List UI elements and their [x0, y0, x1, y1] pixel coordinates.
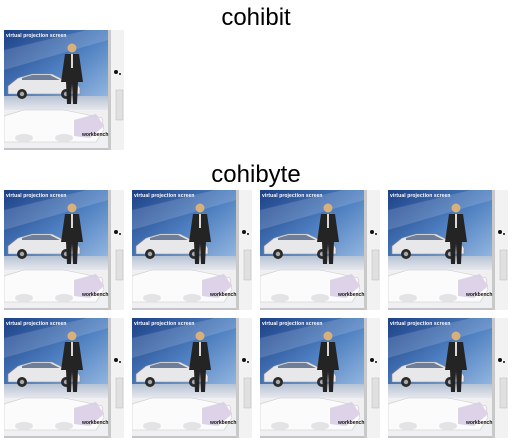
cohibyte-thumbnail: virtual projection screen workbench	[388, 318, 508, 438]
projection-screen-label: virtual projection screen	[6, 193, 67, 199]
cohibyte-thumbnail: virtual projection screen workbench	[132, 190, 252, 310]
workbench-label: workbench	[466, 420, 493, 426]
cohibit-thumbnail: virtual projection screen workbench	[4, 30, 124, 150]
projection-screen-label: virtual projection screen	[262, 321, 323, 327]
heading-cohibit: cohibit	[221, 4, 291, 31]
cohibyte-thumbnail: virtual projection screen workbench	[260, 190, 380, 310]
projection-scene-image	[388, 318, 508, 438]
projection-screen-label: virtual projection screen	[262, 193, 323, 199]
projection-scene-image	[4, 190, 124, 310]
cohibyte-thumbnail: virtual projection screen workbench	[4, 318, 124, 438]
projection-screen-label: virtual projection screen	[6, 321, 67, 327]
cohibyte-thumbnail: virtual projection screen workbench	[260, 318, 380, 438]
projection-scene-image	[4, 318, 124, 438]
workbench-label: workbench	[338, 420, 365, 426]
projection-screen-label: virtual projection screen	[390, 193, 451, 199]
workbench-label: workbench	[210, 420, 237, 426]
projection-screen-label: virtual projection screen	[134, 321, 195, 327]
projection-scene-image	[260, 318, 380, 438]
projection-scene-image	[4, 30, 124, 150]
projection-scene-image	[132, 190, 252, 310]
workbench-label: workbench	[82, 420, 109, 426]
cohibyte-thumbnail: virtual projection screen workbench	[388, 190, 508, 310]
projection-screen-label: virtual projection screen	[6, 33, 67, 39]
projection-screen-label: virtual projection screen	[390, 321, 451, 327]
projection-scene-image	[388, 190, 508, 310]
cohibyte-thumbnail: virtual projection screen workbench	[132, 318, 252, 438]
projection-scene-image	[260, 190, 380, 310]
projection-scene-image	[132, 318, 252, 438]
workbench-label: workbench	[82, 292, 109, 298]
workbench-label: workbench	[466, 292, 493, 298]
workbench-label: workbench	[338, 292, 365, 298]
workbench-label: workbench	[82, 132, 109, 138]
heading-cohibyte: cohibyte	[211, 161, 301, 188]
cohibyte-thumbnail: virtual projection screen workbench	[4, 190, 124, 310]
workbench-label: workbench	[210, 292, 237, 298]
projection-screen-label: virtual projection screen	[134, 193, 195, 199]
